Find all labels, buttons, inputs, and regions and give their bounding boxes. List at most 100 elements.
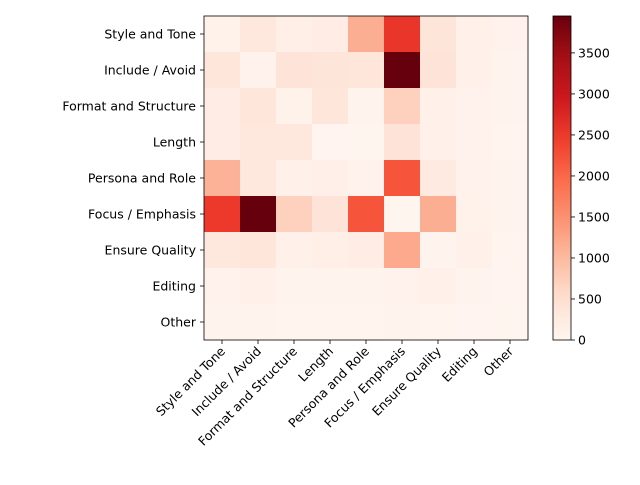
heatmap-cell	[312, 268, 349, 305]
heatmap-cell	[312, 124, 349, 161]
heatmap-cell	[384, 232, 421, 269]
heatmap-cell	[240, 304, 277, 341]
heatmap-cell	[420, 88, 457, 125]
heatmap-cell	[492, 232, 529, 269]
heatmap-cell	[348, 52, 385, 89]
heatmap-cell	[420, 196, 457, 233]
heatmap-cell	[348, 196, 385, 233]
heatmap-cell	[492, 196, 529, 233]
row-tick-label: Format and Structure	[62, 99, 196, 114]
heatmap-cell	[312, 52, 349, 89]
colorbar	[552, 15, 572, 341]
row-tick-label: Include / Avoid	[104, 63, 196, 78]
heatmap-cell	[420, 52, 457, 89]
heatmap-cell	[384, 16, 421, 53]
heatmap-cell	[276, 52, 313, 89]
heatmap-cell	[492, 304, 529, 341]
heatmap-cell	[276, 160, 313, 197]
colorbar-tick-label: 0	[578, 333, 586, 348]
heatmap-cell	[204, 196, 241, 233]
row-tick-label: Other	[161, 315, 197, 330]
heatmap-cell	[492, 16, 529, 53]
heatmap-cell	[384, 124, 421, 161]
heatmap-cell	[240, 88, 277, 125]
heatmap-cell	[276, 304, 313, 341]
colorbar-tick-label: 2500	[578, 127, 610, 142]
heatmap-cell	[456, 196, 493, 233]
heatmap-cell	[276, 268, 313, 305]
heatmap-cell	[240, 268, 277, 305]
heatmap-cell	[276, 88, 313, 125]
heatmap-cell	[312, 16, 349, 53]
colorbar-tick-label: 1500	[578, 209, 610, 224]
colorbar-tick-label: 3000	[578, 86, 610, 101]
heatmap-cell	[420, 268, 457, 305]
col-tick-label: Other	[480, 343, 516, 379]
heatmap-cell	[240, 196, 277, 233]
heatmap-cell	[204, 304, 241, 341]
heatmap-cell	[492, 124, 529, 161]
heatmap-cell	[204, 52, 241, 89]
heatmap-cell	[240, 124, 277, 161]
heatmap-cell	[204, 88, 241, 125]
heatmap-cell	[240, 232, 277, 269]
heatmap-cell	[456, 88, 493, 125]
heatmap-cell	[492, 88, 529, 125]
colorbar-tick-label: 3500	[578, 45, 610, 60]
heatmap-cell	[240, 160, 277, 197]
heatmap-cell	[384, 268, 421, 305]
heatmap-cell	[348, 124, 385, 161]
heatmap-cell	[348, 268, 385, 305]
heatmap-cell	[456, 268, 493, 305]
heatmap-cell	[276, 16, 313, 53]
heatmap-cell	[276, 232, 313, 269]
heatmap-cell	[384, 196, 421, 233]
heatmap-cell	[204, 232, 241, 269]
heatmap-cell	[312, 232, 349, 269]
heatmap-cell	[384, 160, 421, 197]
heatmap-cell	[420, 160, 457, 197]
heatmap-cell	[312, 196, 349, 233]
heatmap-cell	[348, 160, 385, 197]
heatmap-cell	[384, 88, 421, 125]
row-tick-label: Length	[153, 135, 196, 150]
heatmap-cell	[348, 232, 385, 269]
row-tick-label: Ensure Quality	[105, 243, 197, 258]
heatmap-cell	[456, 52, 493, 89]
colorbar-tick-label: 500	[578, 291, 602, 306]
col-tick-label: Editing	[439, 344, 480, 385]
heatmap-cell	[420, 16, 457, 53]
heatmap-cell	[420, 232, 457, 269]
heatmap-cell	[240, 52, 277, 89]
heatmap-cell	[204, 268, 241, 305]
row-tick-label: Persona and Role	[88, 171, 196, 186]
heatmap-cell	[276, 196, 313, 233]
heatmap-cell	[420, 304, 457, 341]
heatmap-cell	[204, 16, 241, 53]
row-tick-label: Focus / Emphasis	[88, 207, 196, 222]
heatmap-cell	[384, 304, 421, 341]
heatmap-cell	[312, 160, 349, 197]
heatmap-cell	[312, 88, 349, 125]
heatmap-cell	[456, 160, 493, 197]
heatmap-cell	[492, 160, 529, 197]
heatmap-cell	[348, 88, 385, 125]
row-tick-label: Style and Tone	[104, 27, 196, 42]
heatmap-cell	[420, 124, 457, 161]
heatmap-cell	[312, 304, 349, 341]
heatmap-cell	[240, 16, 277, 53]
heatmap-cell	[456, 16, 493, 53]
heatmap-cell	[492, 268, 529, 305]
heatmap-cell	[204, 160, 241, 197]
heatmap-cell	[348, 304, 385, 341]
row-tick-label: Editing	[152, 279, 196, 294]
heatmap-cell	[384, 52, 421, 89]
heatmap-cell	[456, 124, 493, 161]
heatmap-cell	[204, 124, 241, 161]
colorbar-tick-label: 2000	[578, 168, 610, 183]
heatmap-cell	[492, 52, 529, 89]
heatmap-cell	[456, 304, 493, 341]
heatmap-cell	[456, 232, 493, 269]
